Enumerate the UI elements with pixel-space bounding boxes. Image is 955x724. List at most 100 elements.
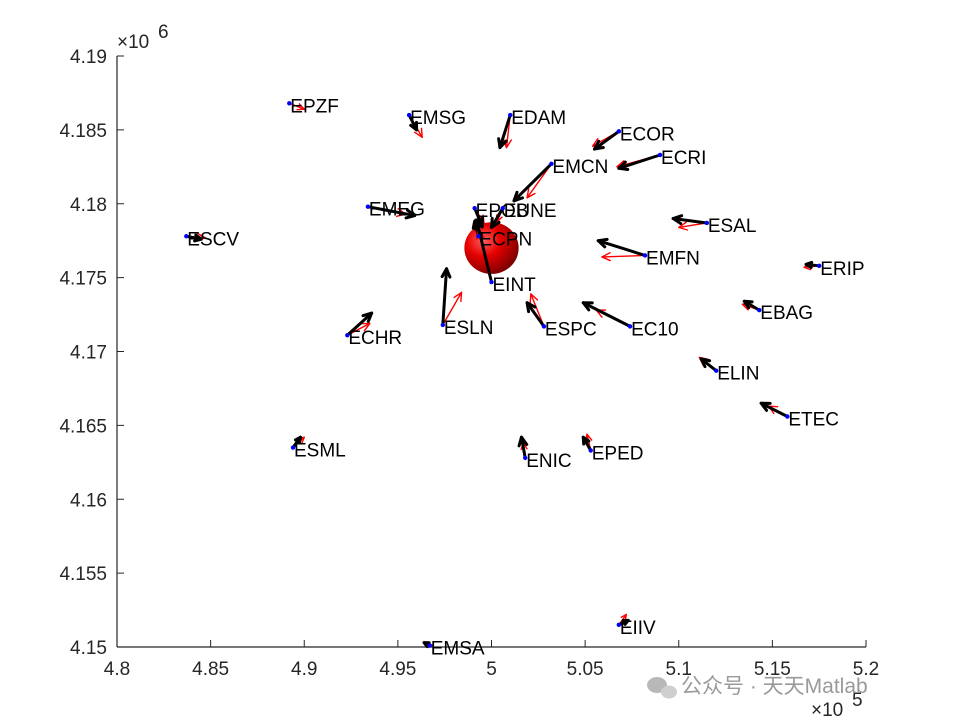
observed-arrow — [596, 237, 647, 257]
observed-arrow — [366, 205, 417, 220]
station-label: ESAL — [708, 216, 757, 237]
station-label: ESML — [294, 441, 346, 462]
station-label: EIIV — [620, 618, 656, 639]
station-point — [290, 445, 296, 450]
station-point — [704, 220, 710, 226]
observed-arrow — [345, 311, 374, 337]
station-point — [345, 333, 350, 338]
station-point — [472, 205, 477, 211]
y-tick-label: 4.18 — [70, 195, 107, 216]
observed-arrow — [617, 153, 662, 172]
station-point — [714, 368, 719, 373]
station-label: EPED — [592, 443, 644, 464]
station-point — [500, 205, 505, 211]
x-tick-label: 4.95 — [379, 659, 416, 680]
station-point — [427, 643, 432, 648]
observed-arrow — [592, 129, 621, 151]
x-tick-label: 4.8 — [104, 659, 130, 680]
station-label: ECOR — [620, 124, 675, 145]
x-axis-multiplier: ×10 — [811, 700, 843, 721]
station-label: EPZF — [290, 96, 339, 117]
station-point — [627, 324, 633, 329]
station-point — [642, 253, 648, 258]
observed-arrow — [512, 162, 553, 203]
y-tick-label: 4.19 — [70, 47, 107, 68]
modeled-arrow — [442, 291, 463, 326]
station-label: EMSG — [410, 108, 466, 129]
watermark: 公众号 · 天天Matlab — [647, 675, 868, 699]
observed-arrow — [440, 267, 452, 327]
observed-arrow — [497, 113, 512, 150]
modeled-arrow — [288, 102, 305, 111]
observed-arrow — [525, 301, 546, 328]
y-tick-label: 4.155 — [59, 564, 107, 585]
wechat-icon — [647, 677, 677, 699]
x-tick-label: 4.85 — [192, 659, 229, 680]
x-tick-label: 5.1 — [666, 659, 692, 680]
y-tick-label: 4.17 — [70, 343, 107, 364]
station-label: ECHR — [348, 328, 402, 349]
station-point — [816, 263, 822, 269]
station-label: EDAM — [511, 108, 566, 129]
watermark-text: 公众号 · 天天Matlab — [681, 675, 868, 698]
station-label: ESCV — [187, 229, 239, 250]
station-point — [757, 307, 762, 313]
x-tick-label: 5.05 — [567, 659, 604, 680]
x-tick-label: 4.9 — [291, 659, 317, 680]
y-axis-exponent: 6 — [158, 22, 169, 43]
station-point — [287, 101, 292, 106]
observed-arrow — [581, 301, 632, 328]
station-label: ETEC — [788, 410, 839, 431]
station-label: EINT — [493, 275, 537, 296]
station-label: ERIP — [820, 259, 864, 280]
station-point — [549, 161, 554, 167]
tick-labels: 4.8 4.85 4.9 4.95 5 5.05 5.1 5.15 5.2 4.15 4.155 4.… — [59, 47, 879, 680]
observed-arrow — [490, 206, 505, 229]
observed-arrow — [581, 435, 593, 452]
station-label: ESPC — [545, 319, 597, 340]
station-point — [365, 204, 371, 209]
station-point — [541, 324, 547, 329]
station-point — [440, 322, 446, 328]
x-tick-label: 5.15 — [754, 659, 791, 680]
station-label: EMCN — [552, 157, 608, 178]
station-label: EC10 — [631, 319, 679, 340]
station-point — [616, 622, 622, 628]
axis-multipliers: ×10 6 ×10 5 — [117, 22, 863, 721]
station-label: EMFN — [646, 248, 700, 269]
station-point — [184, 234, 189, 239]
station-point — [508, 112, 513, 118]
station-label: EUNE — [504, 201, 557, 222]
y-tick-label: 4.15 — [70, 638, 107, 659]
y-tick-label: 4.16 — [70, 490, 107, 511]
x-axis-exponent: 5 — [852, 690, 863, 711]
y-tick-label: 4.175 — [59, 269, 107, 290]
station-label: EMEG — [369, 200, 425, 221]
observed-arrow — [742, 299, 761, 312]
y-tick-label: 4.165 — [59, 416, 107, 437]
modeled-arrow — [601, 252, 646, 262]
station-label: ENIC — [526, 451, 571, 472]
station-label: EBAG — [760, 303, 813, 324]
station-point — [657, 152, 663, 158]
station-label: ECPN — [479, 229, 532, 250]
x-tick-label: 5.2 — [853, 659, 879, 680]
y-tick-label: 4.185 — [59, 121, 107, 142]
station-point — [785, 414, 790, 419]
observed-arrow — [671, 214, 709, 225]
station-point — [588, 448, 593, 453]
y-axis-multiplier: ×10 — [117, 32, 149, 53]
x-tick-label: 5 — [486, 659, 497, 680]
station-point — [476, 234, 481, 239]
observed-arrow — [473, 218, 493, 284]
observed-arrow — [759, 401, 789, 419]
station-point — [523, 455, 528, 461]
station-label: EPOB — [476, 201, 529, 222]
station-point — [489, 279, 494, 285]
station-point — [616, 129, 622, 134]
axes — [116, 55, 867, 648]
observed-arrow — [517, 435, 529, 460]
station-point — [406, 112, 412, 118]
